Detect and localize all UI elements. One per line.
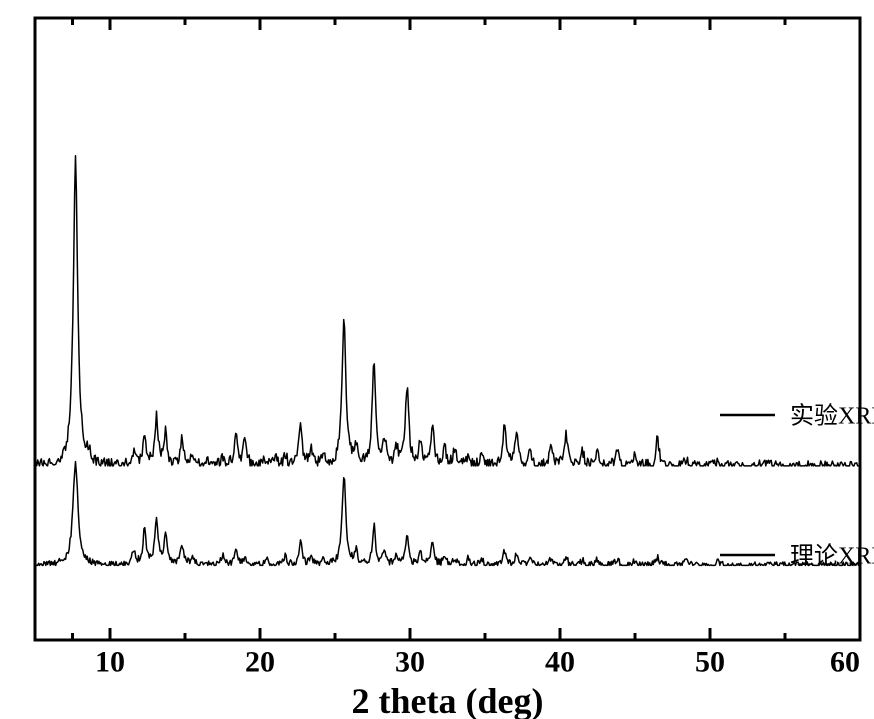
x-tick-label: 50 bbox=[695, 646, 725, 679]
x-tick-label: 20 bbox=[245, 646, 275, 679]
x-tick-label: 10 bbox=[95, 646, 125, 679]
legend-label: 理论XRD图 bbox=[790, 542, 874, 569]
x-tick-label: 30 bbox=[395, 646, 425, 679]
x-axis-label: 2 theta (deg) bbox=[352, 681, 544, 719]
x-tick-label: 60 bbox=[830, 646, 860, 679]
chart-svg: 10 20 30 40 50 60 2 theta (deg) 实验XRD图理论XRD图 bbox=[0, 0, 874, 719]
xrd-chart: 10 20 30 40 50 60 2 theta (deg) 实验XRD图理论XRD图 bbox=[0, 0, 874, 719]
legend-label: 实验XRD图 bbox=[790, 402, 874, 429]
x-tick-label: 40 bbox=[545, 646, 575, 679]
